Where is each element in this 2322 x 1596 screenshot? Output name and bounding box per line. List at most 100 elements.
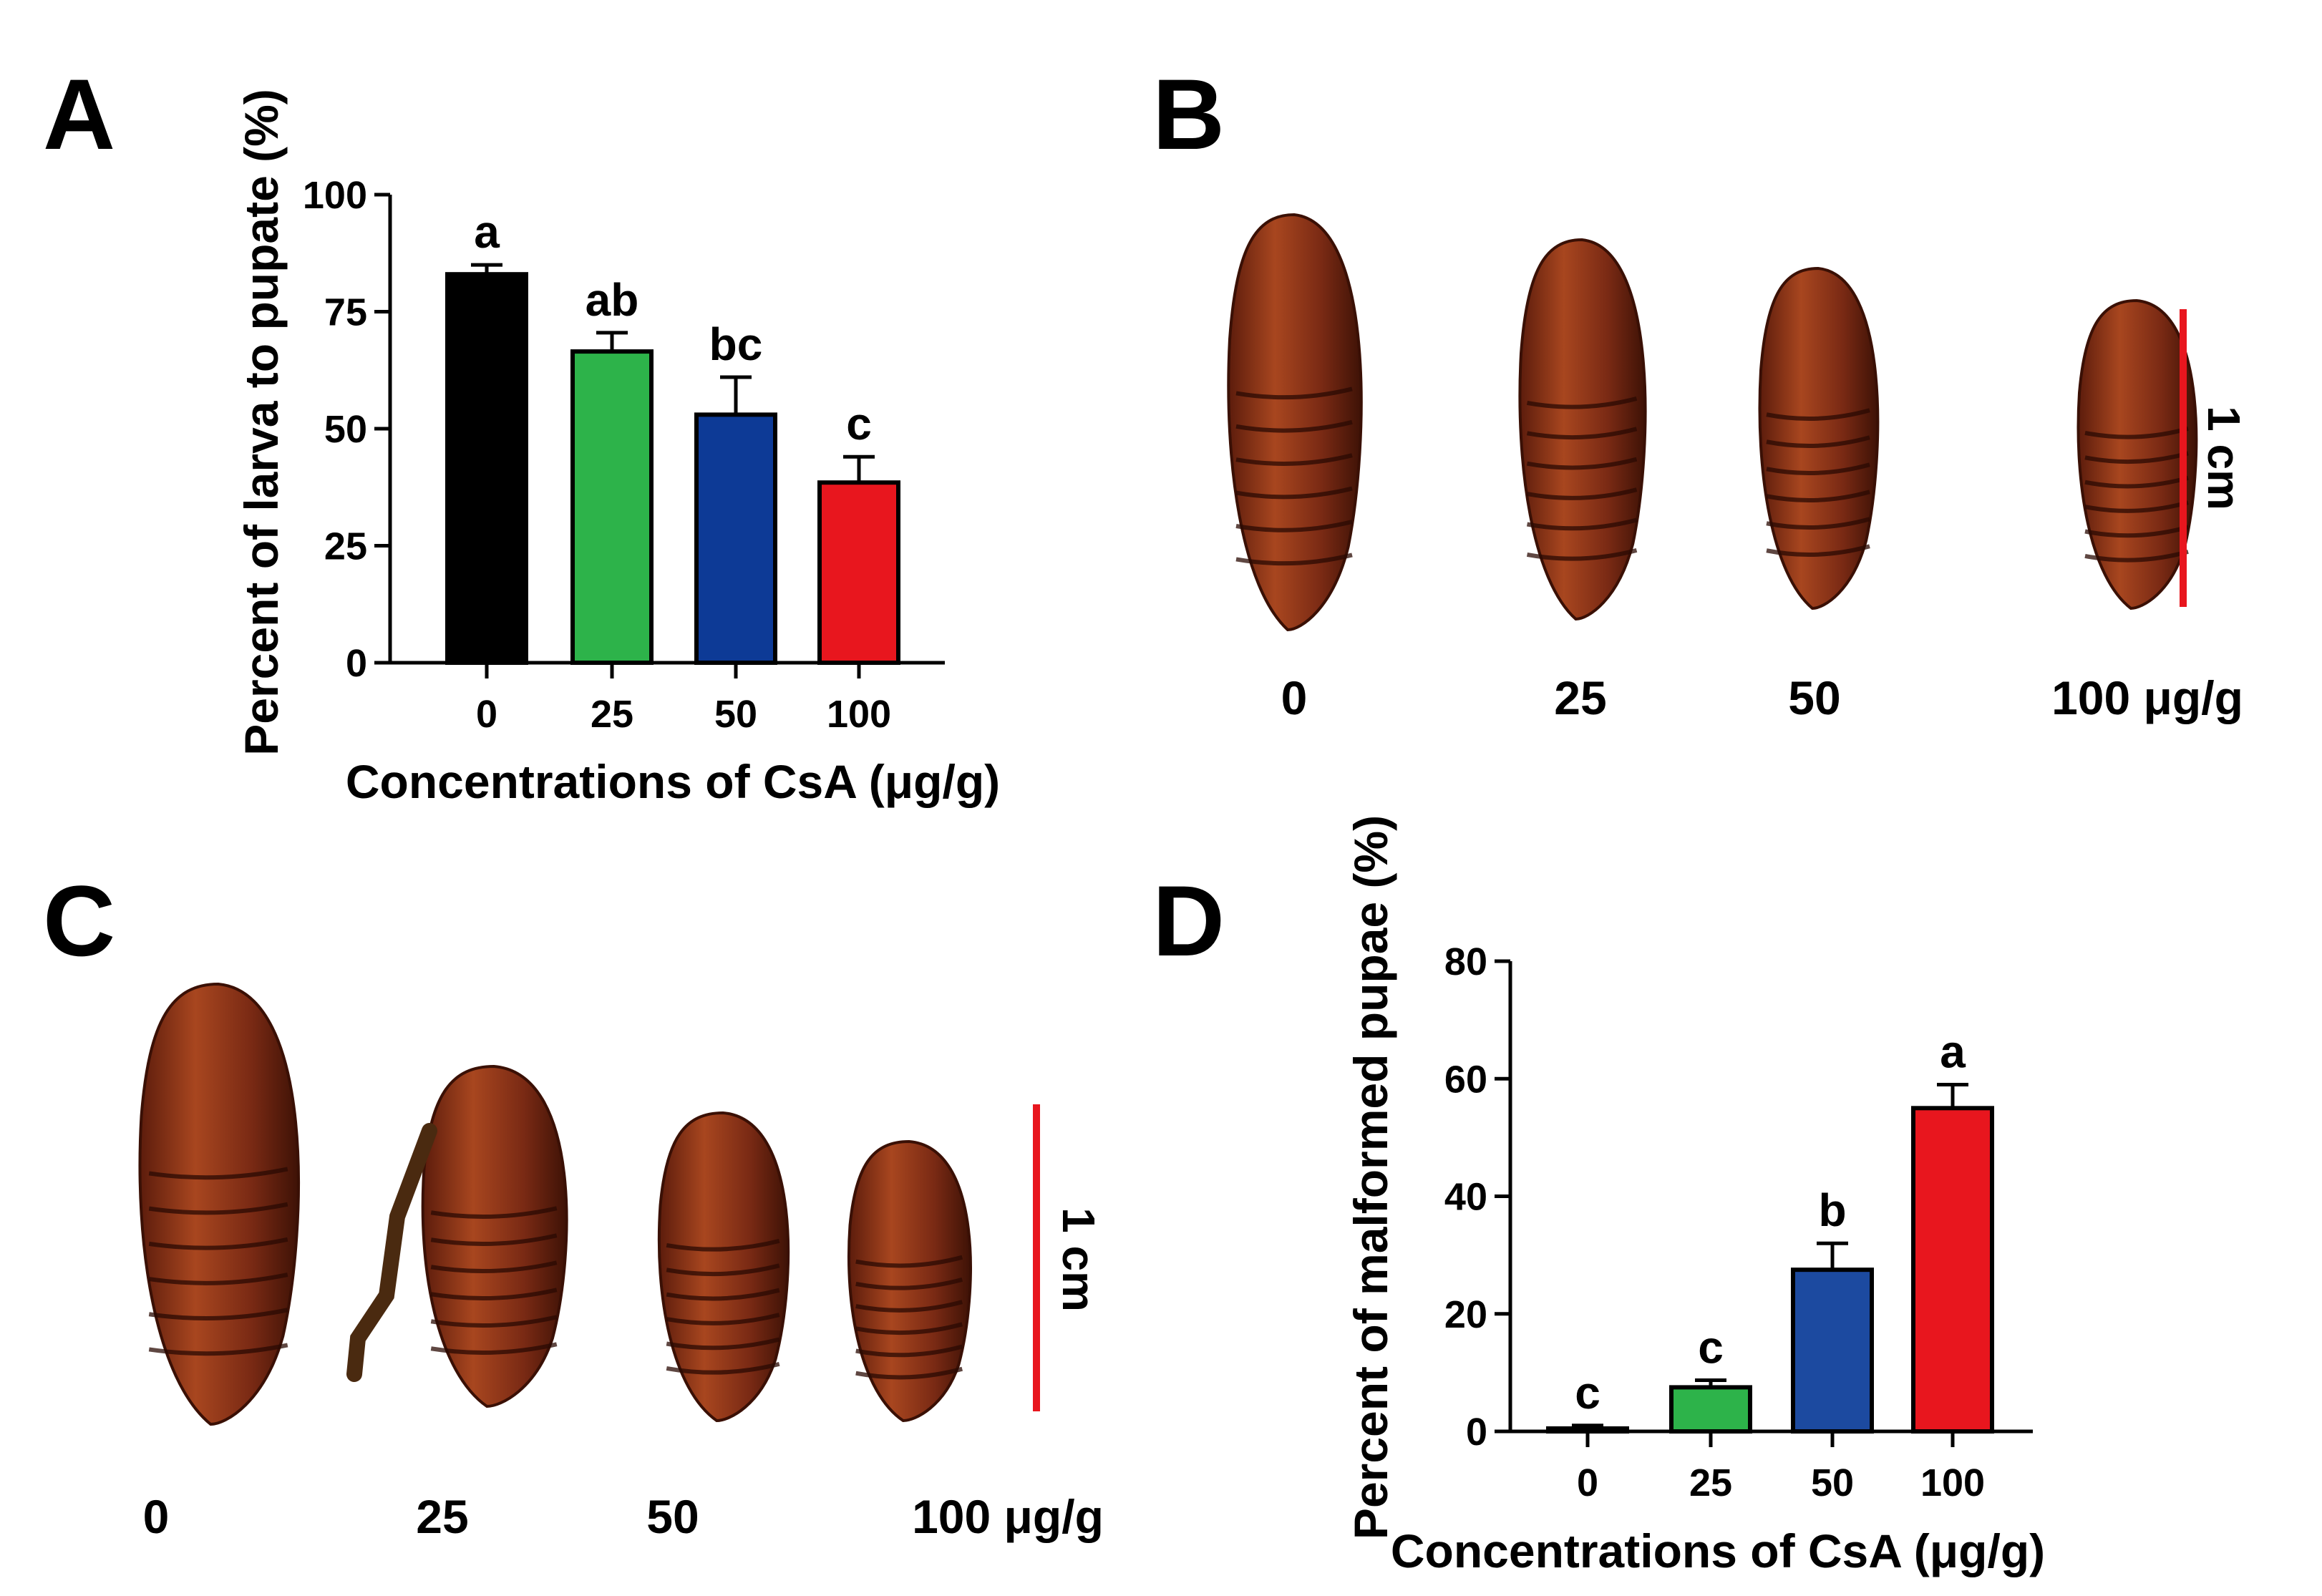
- chart-a-sig-label-100: c: [846, 398, 872, 449]
- pupa-b-0-segment: [1235, 419, 1353, 433]
- chart-d-bar-50: [1791, 1267, 1874, 1434]
- chart-d-xlabel: Concentrations of CsA (μg/g): [1391, 1524, 2045, 1577]
- chart-d-xtick-0: 0: [1577, 1461, 1598, 1504]
- photo-b-scale-label: 1 cm: [2198, 406, 2250, 510]
- photo-c-label-0: 0: [143, 1490, 170, 1543]
- pupa-b-1-segment: [1526, 487, 1638, 500]
- chart-a-xtick-100: 100: [827, 693, 891, 736]
- pupa-c-3-segment: [855, 1344, 963, 1358]
- pupa-c-1-segment: [430, 1288, 558, 1301]
- pupa-c-2-segment: [666, 1337, 780, 1351]
- chart-a-sig-label-25: ab: [586, 274, 639, 326]
- pupa-b-2-segment: [1766, 544, 1870, 557]
- chart-a-xtick-0: 0: [476, 693, 497, 736]
- chart-d-ytick-40: 40: [1444, 1176, 1487, 1219]
- panel-label-c: C: [43, 865, 115, 977]
- pupa-c-0-segment: [148, 1237, 288, 1250]
- photo-b-label-0: 0: [1281, 671, 1308, 724]
- pupa-c-0-segment: [148, 1273, 288, 1285]
- chart-a-ytick-100: 100: [303, 174, 367, 217]
- chart-a: a ab bc c 0 25 50 100 0 25 50 75 100 Concentrations…: [235, 89, 1000, 808]
- pupa-b-2-segment: [1766, 408, 1870, 421]
- pupa-b-2-segment: [1766, 490, 1870, 502]
- chart-a-xlabel: Concentrations of CsA (μg/g): [346, 755, 1000, 808]
- pupa-c-1-segment: [430, 1233, 558, 1247]
- chart-a-sig-label-50: bc: [709, 318, 763, 370]
- pupa-c-0-segment: [148, 1343, 288, 1356]
- photo-b-label-25: 25: [1554, 671, 1606, 724]
- chart-a-ytick-50: 50: [324, 408, 367, 451]
- chart-a-xtick-25: 25: [591, 693, 633, 736]
- pupa-b-0-segment: [1235, 520, 1353, 532]
- chart-d-sig-label-25: c: [1698, 1322, 1724, 1373]
- pupa-b-2-segment: [1766, 517, 1870, 530]
- chart-a-bar-0: [445, 272, 528, 665]
- chart-a-sig-label-0: a: [474, 206, 500, 258]
- photo-c-label-100: 100 μg/g: [912, 1490, 1104, 1543]
- pupa-c-1-segment: [430, 1342, 558, 1356]
- pupa-c-0-segment: [148, 1308, 288, 1321]
- pupa-c-1-malformed-appendage: [346, 1123, 437, 1382]
- chart-d-sig-label-50: b: [1818, 1184, 1846, 1236]
- pupa-b-0-segment: [1235, 453, 1353, 466]
- pupa-c-3-segment: [855, 1255, 963, 1268]
- chart-a-axes: 0 25 50 100 0 25 50 75 100: [303, 174, 945, 736]
- pupa-c-2-segment: [666, 1263, 780, 1277]
- photo-b-pupae: [1227, 213, 2198, 632]
- chart-d-ytick-80: 80: [1444, 940, 1487, 983]
- pupa-c-1-segment: [430, 1260, 558, 1274]
- pupa-c-1-segment: [430, 1206, 558, 1220]
- chart-d-ytick-20: 20: [1444, 1293, 1487, 1336]
- chart-d-sig-label-0: c: [1575, 1367, 1600, 1419]
- chart-d-xtick-100: 100: [1920, 1461, 1985, 1504]
- photo-b-label-50: 50: [1788, 671, 1840, 724]
- pupa-b-2-segment: [1766, 435, 1870, 448]
- pupa-b-1-segment: [1526, 396, 1638, 409]
- pupa-b-0: [1227, 213, 1363, 632]
- pupa-b-1-segment: [1526, 517, 1638, 531]
- pupa-b-3-segment: [2084, 550, 2189, 563]
- pupa-b-2-segment: [1766, 462, 1870, 475]
- chart-d-bar-100: [1911, 1106, 1994, 1434]
- chart-a-ytick-75: 75: [324, 291, 367, 334]
- panel-label-a: A: [43, 58, 115, 170]
- chart-d: c c b a 0 25 50 100 0 20 40 60 80 Concentrations of…: [1344, 815, 2045, 1577]
- chart-d-xtick-25: 25: [1689, 1461, 1732, 1504]
- chart-a-bars: a ab bc c: [445, 206, 900, 666]
- chart-d-ylabel: Percent of malformed pupae (%): [1344, 815, 1397, 1539]
- pupa-b-3-segment: [2084, 427, 2189, 439]
- pupa-b-1-segment: [1526, 427, 1638, 440]
- photo-b-label-100: 100 μg/g: [2051, 671, 2243, 724]
- photo-c-scale-label: 1 cm: [1053, 1207, 1104, 1312]
- chart-a-xtick-50: 50: [714, 693, 757, 736]
- pupa-c-0-segment: [148, 1167, 288, 1180]
- pupa-b-3-segment: [2084, 525, 2189, 538]
- chart-a-bar-25: [570, 349, 654, 665]
- chart-d-bar-25: [1669, 1385, 1752, 1434]
- pupa-c-1-segment: [430, 1315, 558, 1328]
- chart-a-ylabel: Percent of larva to pupate (%): [235, 89, 288, 756]
- pupa-c-3-segment: [855, 1300, 963, 1313]
- panel-label-d: D: [1152, 865, 1225, 977]
- pupa-b-3-segment: [2084, 475, 2189, 489]
- pupa-c-0: [138, 982, 301, 1426]
- chart-a-ytick-0: 0: [346, 642, 367, 685]
- pupa-b-0-segment: [1235, 386, 1353, 400]
- photo-c-pupae: [138, 982, 972, 1426]
- photo-c: 1 cm 0 25 50 100 μg/g: [138, 982, 1104, 1543]
- pupa-c-2-segment: [666, 1313, 780, 1325]
- chart-a-bar-50: [694, 412, 777, 665]
- pupa-c-2-segment: [666, 1288, 780, 1301]
- photo-c-label-25: 25: [416, 1490, 468, 1543]
- panel-label-b: B: [1152, 58, 1225, 170]
- photo-b: 1 cm 0 25 50 100 μg/g: [1227, 213, 2250, 724]
- pupa-c-0-segment: [148, 1202, 288, 1215]
- pupa-b-0-segment: [1235, 553, 1353, 566]
- chart-d-ytick-0: 0: [1466, 1411, 1487, 1454]
- chart-d-axes: 0 25 50 100 0 20 40 60 80: [1444, 940, 2033, 1504]
- chart-d-ytick-60: 60: [1444, 1058, 1487, 1101]
- chart-d-sig-label-100: a: [1940, 1026, 1966, 1077]
- pupa-b-1-segment: [1526, 548, 1638, 561]
- pupa-b-3-segment: [2084, 451, 2189, 464]
- pupa-c-3-segment: [855, 1278, 963, 1290]
